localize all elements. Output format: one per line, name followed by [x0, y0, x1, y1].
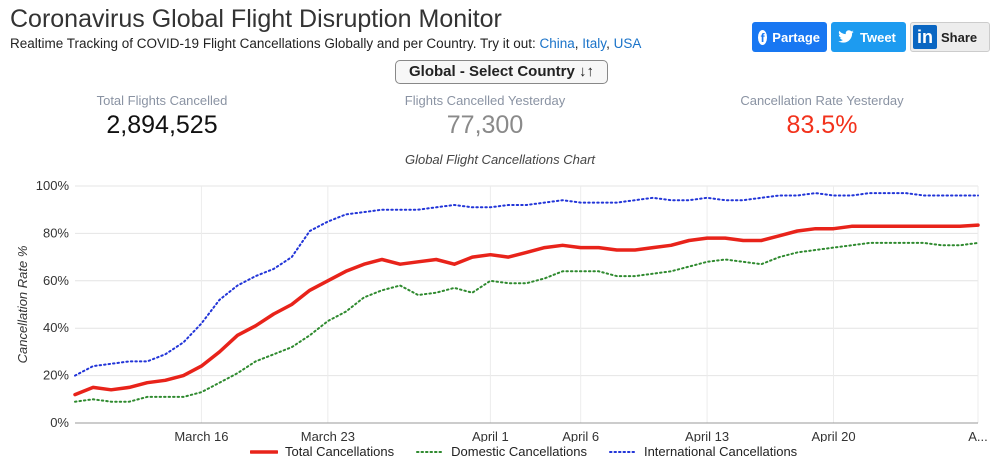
header: Coronavirus Global Flight Disruption Mon…: [10, 4, 641, 51]
page-title: Coronavirus Global Flight Disruption Mon…: [10, 5, 502, 33]
y-tick-label: 60%: [43, 273, 69, 288]
legend-item[interactable]: Domestic Cancellations: [416, 444, 587, 459]
stat-value: 77,300: [446, 111, 524, 139]
legend-swatch: [250, 449, 278, 454]
page-subtitle: Realtime Tracking of COVID-19 Flight Can…: [10, 36, 642, 51]
country-select[interactable]: Global - Select Country ↓↑: [395, 60, 608, 84]
legend-label: International Cancellations: [643, 444, 798, 459]
cancellations-chart: 0% 20% 40% 60% 80% 100% March 16 March 23 April …: [15, 178, 988, 442]
twitter-share-label: Tweet: [860, 29, 896, 45]
series-line-international-cancellations: [74, 192, 979, 377]
stat-label: Cancellation Rate Yesterday: [740, 93, 904, 108]
stat-total-flights-cancelled: Total Flights Cancelled 2,894,525: [22, 93, 302, 140]
link-italy[interactable]: Italy: [582, 36, 607, 51]
linkedin-share-label: Share: [941, 29, 978, 45]
x-tick-label: April 13: [685, 429, 729, 442]
x-tick-label: March 23: [301, 429, 355, 442]
series-line-total-cancellations: [73, 223, 980, 397]
legend-item[interactable]: Total Cancellations: [250, 444, 394, 459]
y-tick-label: 80%: [43, 225, 69, 240]
stat-value: 2,894,525: [106, 111, 218, 139]
x-tick-label: April 6: [562, 429, 599, 442]
series-line-domestic-cancellations: [74, 241, 979, 403]
x-tick-label: March 16: [174, 429, 228, 442]
facebook-share-label: Partage: [772, 29, 820, 45]
stat-label: Total Flights Cancelled: [96, 93, 228, 108]
twitter-icon: [838, 30, 854, 43]
stat-flights-cancelled-yesterday: Flights Cancelled Yesterday 77,300: [345, 93, 625, 140]
facebook-share-button[interactable]: f Partage: [752, 22, 827, 52]
chart-legend: Total Cancellations Domestic Cancellation…: [250, 444, 797, 459]
link-china[interactable]: China: [539, 36, 575, 51]
share-bar: f Partage Tweet in Share: [752, 22, 990, 52]
stat-label: Flights Cancelled Yesterday: [404, 93, 566, 108]
facebook-icon: f: [758, 29, 768, 45]
y-tick-label: 20%: [43, 368, 69, 383]
linkedin-share-button[interactable]: in Share: [910, 22, 990, 52]
y-tick-label: 0%: [50, 415, 69, 430]
x-tick-label: April 1: [472, 429, 509, 442]
legend-label: Domestic Cancellations: [451, 444, 587, 459]
subtitle-text: Realtime Tracking of COVID-19 Flight Can…: [10, 36, 536, 51]
linkedin-icon: in: [913, 25, 937, 49]
link-usa[interactable]: USA: [613, 36, 642, 51]
legend-item[interactable]: International Cancellations: [608, 444, 798, 459]
y-tick-label: 40%: [43, 320, 69, 335]
y-tick-label: 100%: [36, 178, 70, 193]
stat-cancellation-rate-yesterday: Cancellation Rate Yesterday 83.5%: [682, 93, 962, 140]
stat-value: 83.5%: [786, 111, 858, 139]
twitter-share-button[interactable]: Tweet: [831, 22, 906, 52]
y-axis-label: Cancellation Rate %: [15, 246, 30, 364]
legend-swatch: [416, 450, 445, 453]
x-tick-label: April 20: [811, 429, 855, 442]
legend-label: Total Cancellations: [285, 444, 395, 459]
legend-swatch: [608, 450, 637, 453]
chart-title: Global Flight Cancellations Chart: [404, 152, 596, 167]
x-tick-label: A...: [968, 429, 988, 442]
